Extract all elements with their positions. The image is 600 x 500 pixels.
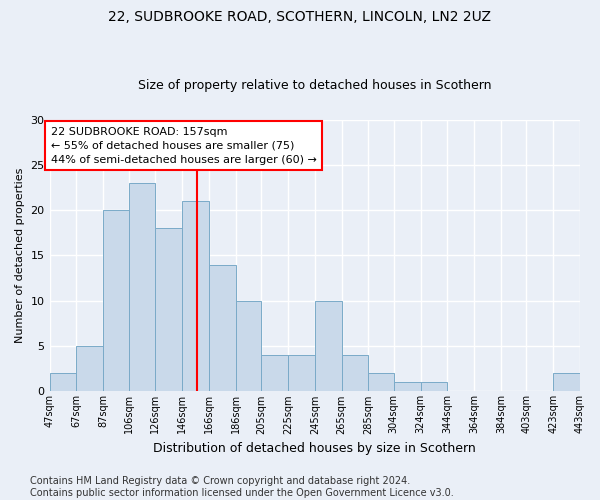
Bar [341, 355, 368, 392]
Bar [421, 382, 448, 392]
Bar [553, 374, 580, 392]
Bar [209, 264, 236, 392]
Text: 22, SUDBROOKE ROAD, SCOTHERN, LINCOLN, LN2 2UZ: 22, SUDBROOKE ROAD, SCOTHERN, LINCOLN, L… [109, 10, 491, 24]
Bar [182, 201, 209, 392]
Title: Size of property relative to detached houses in Scothern: Size of property relative to detached ho… [138, 79, 491, 92]
Bar [394, 382, 421, 392]
Bar [315, 301, 341, 392]
Text: 22 SUDBROOKE ROAD: 157sqm
← 55% of detached houses are smaller (75)
44% of semi-: 22 SUDBROOKE ROAD: 157sqm ← 55% of detac… [51, 127, 317, 165]
Bar [103, 210, 128, 392]
Y-axis label: Number of detached properties: Number of detached properties [15, 168, 25, 343]
Bar [155, 228, 182, 392]
Bar [50, 374, 76, 392]
Bar [128, 183, 155, 392]
Bar [236, 301, 261, 392]
Text: Contains HM Land Registry data © Crown copyright and database right 2024.
Contai: Contains HM Land Registry data © Crown c… [30, 476, 454, 498]
Bar [261, 355, 288, 392]
Bar [76, 346, 103, 392]
X-axis label: Distribution of detached houses by size in Scothern: Distribution of detached houses by size … [154, 442, 476, 455]
Bar [368, 374, 394, 392]
Bar [288, 355, 315, 392]
